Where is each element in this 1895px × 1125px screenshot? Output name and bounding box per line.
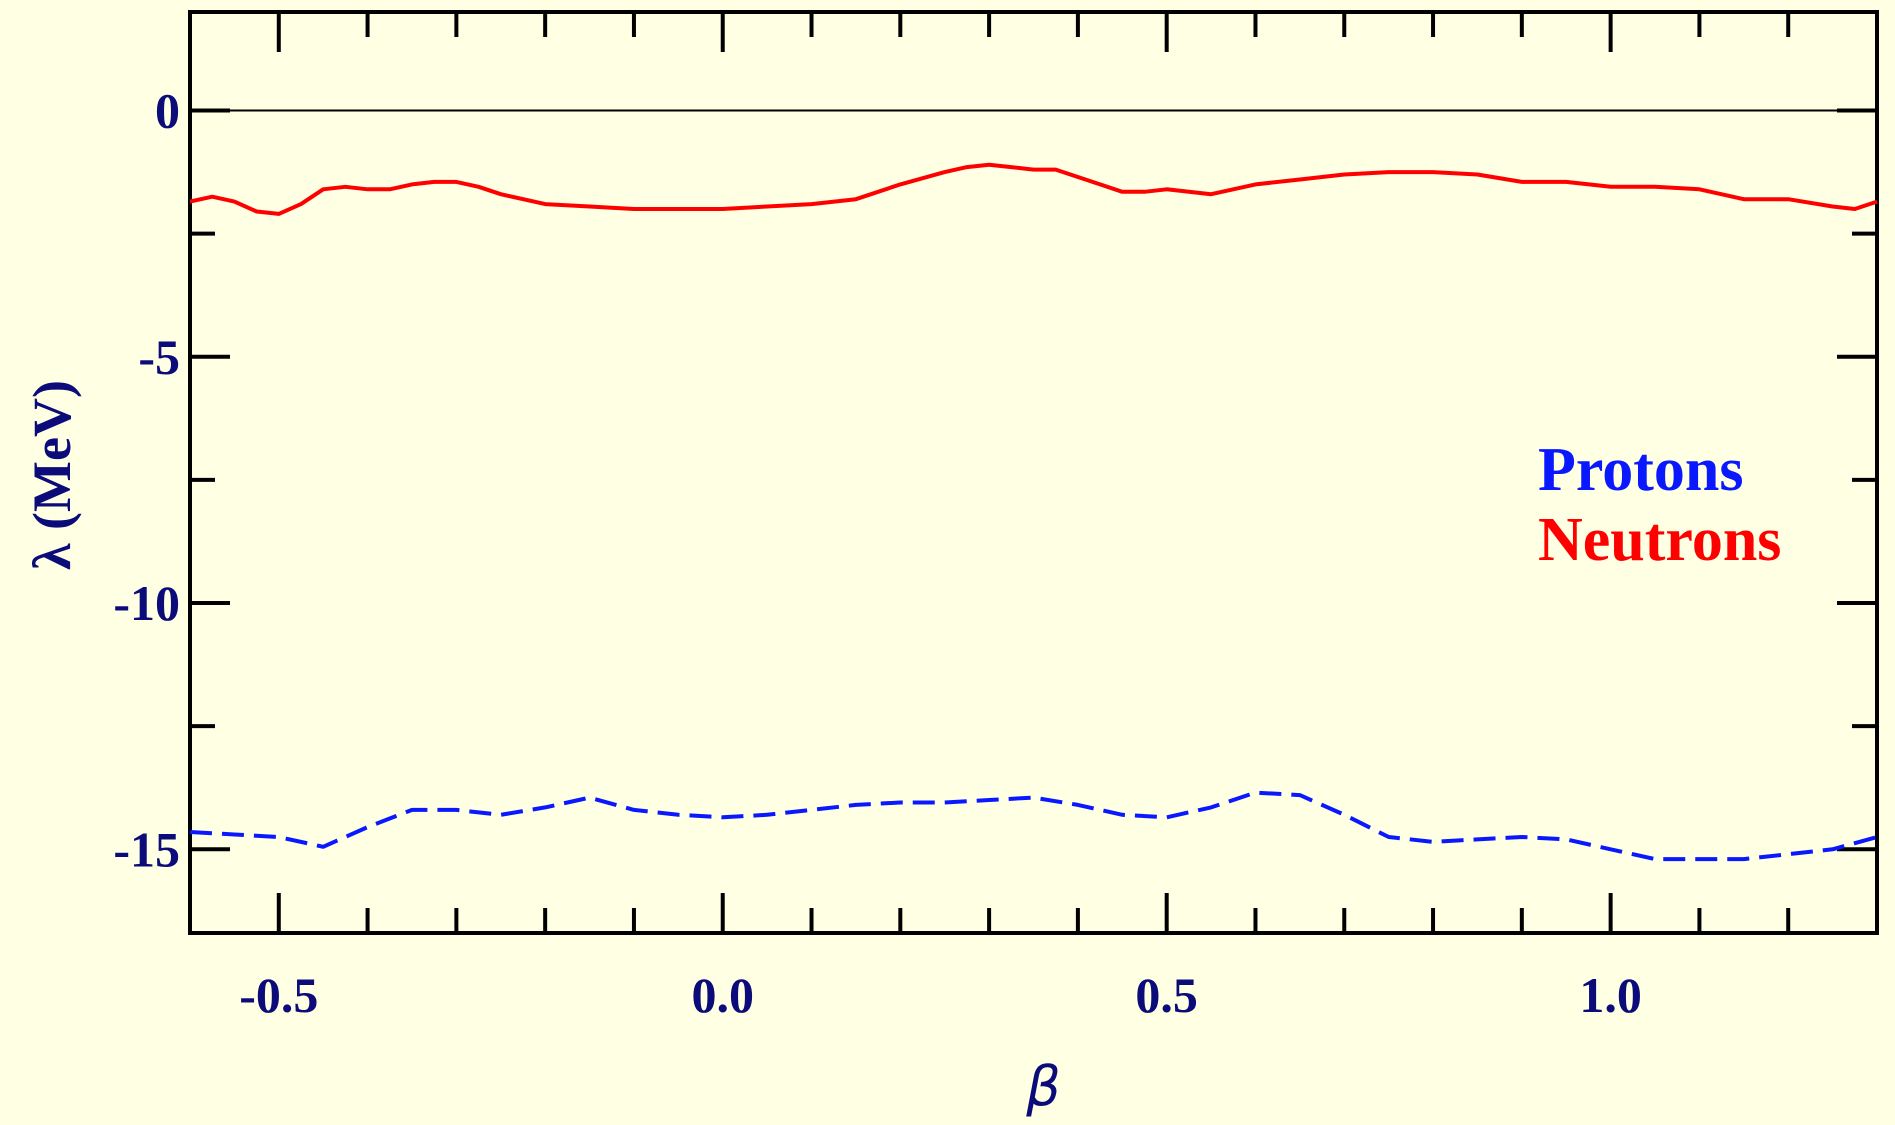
label-layer: -0.5 0.0 0.5 1.0 0 -5 -10 -15 β λ (MeV) ProtonsNeu… — [22, 83, 1781, 1118]
series-line-neutrons — [189, 162, 1878, 216]
y-tick-label: -10 — [113, 575, 180, 631]
x-axis-title: β — [1025, 1055, 1060, 1118]
legend-entry-neutrons: Neutrons — [1538, 506, 1781, 574]
y-tick-label: -5 — [138, 329, 180, 385]
plot-frame-layer — [188, 10, 1879, 935]
series-line-protons — [189, 790, 1878, 862]
x-tick-label: 1.0 — [1579, 967, 1642, 1023]
series-layer — [189, 162, 1878, 862]
x-tick-label: -0.5 — [239, 967, 318, 1023]
y-axis-title: λ (MeV) — [22, 380, 82, 570]
x-tick-label: 0.0 — [691, 967, 754, 1023]
legend-entry-protons: Protons — [1538, 436, 1744, 504]
x-tick-label: 0.5 — [1135, 967, 1198, 1023]
y-tick-label: 0 — [155, 83, 180, 139]
y-tick-label: -15 — [113, 821, 180, 877]
plot-frame — [188, 10, 1879, 935]
